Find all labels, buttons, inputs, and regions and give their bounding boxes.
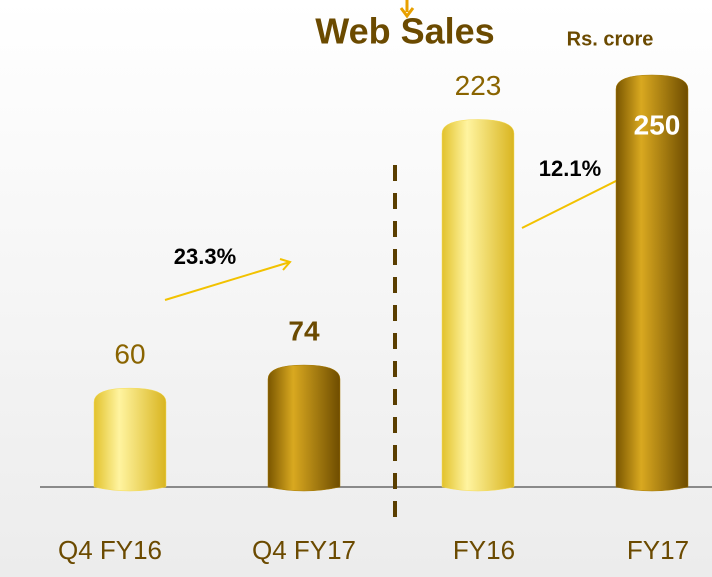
bar [267,364,341,492]
x-tick-label: Q4 FY17 [252,535,356,565]
chart-subtitle: Rs. crore [567,28,654,50]
bar [441,119,515,492]
x-tick-label: Q4 FY16 [58,535,162,565]
decor-arrow [399,0,415,19]
value-label: 250 [634,109,681,140]
value-label: 223 [455,70,502,101]
annotation: 23.3% [174,244,236,269]
value-label: 74 [288,315,320,346]
bar [93,387,167,492]
bar [615,74,689,492]
chart-title: Web Sales [315,11,494,52]
growth-arrow [164,258,292,301]
value-label: 60 [114,339,145,370]
annotation: 12.1% [539,156,601,181]
x-tick-label: FY16 [453,535,515,565]
x-tick-label: FY17 [627,535,689,565]
